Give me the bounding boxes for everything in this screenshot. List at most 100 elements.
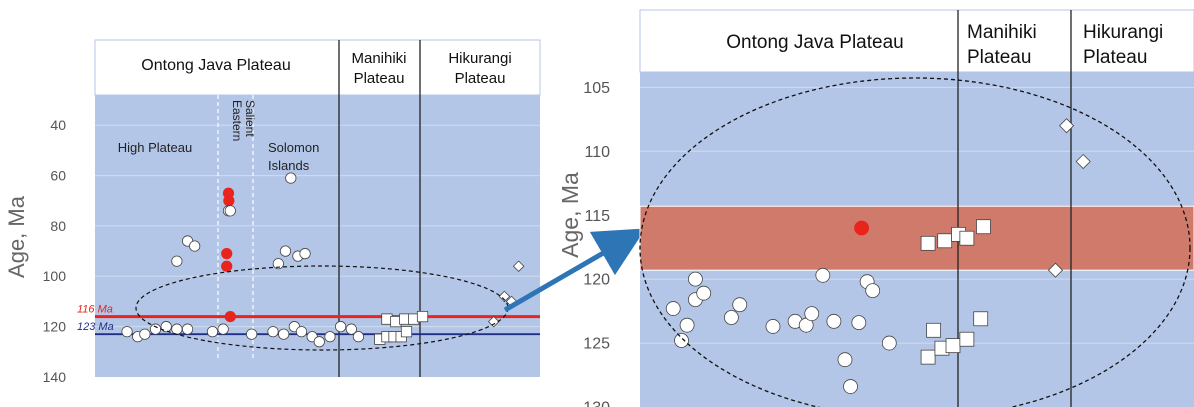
- right-y-tick-label: 105: [583, 80, 610, 97]
- left-point-circle: [352, 331, 365, 343]
- right-point-square: [959, 230, 975, 246]
- right-point-square: [920, 349, 936, 365]
- right-data-marks: [665, 118, 1091, 394]
- left-point-circle: [345, 323, 357, 335]
- right-highlight-ellipse: [639, 77, 1191, 407]
- left-y-tick-label: 80: [50, 218, 66, 234]
- connector-arrow: [503, 228, 646, 313]
- left-region-solomon-2: Islands: [268, 158, 310, 173]
- left-header-manihiki-1: Manihiki: [351, 50, 406, 67]
- right-point-circle: [854, 220, 869, 236]
- left-point-circle: [267, 326, 279, 338]
- left-point-circle: [246, 328, 258, 340]
- right-y-axis-label: Age, Ma: [557, 172, 583, 258]
- left-point-circle: [171, 255, 183, 267]
- left-y-tick-label: 140: [43, 369, 67, 385]
- right-point-circle: [881, 335, 897, 351]
- left-point-circle: [224, 205, 236, 217]
- left-y-tick-label: 120: [43, 319, 67, 335]
- left-point-circle: [221, 260, 233, 272]
- right-point-circle: [804, 306, 820, 322]
- right-point-circle: [674, 333, 689, 348]
- left-y-axis-label: Age, Ma: [4, 195, 29, 278]
- right-y-tick-label: 120: [583, 272, 610, 289]
- right-header-hikurangi-1: Hikurangi: [1083, 22, 1163, 43]
- left-point-diamond: [487, 315, 500, 328]
- right-y-tick-labels: 105 110 115 120 125 130: [583, 80, 610, 407]
- left-header-manihiki-2: Plateau: [354, 70, 405, 87]
- left-reference-label: 116 Ma: [77, 304, 113, 316]
- right-point-circle: [696, 285, 712, 301]
- right-point-circle: [732, 297, 748, 313]
- right-point-diamond: [1075, 153, 1091, 170]
- left-point-circle: [206, 326, 219, 338]
- right-y-tick-label: 115: [584, 208, 610, 225]
- right-point-square: [937, 233, 953, 249]
- right-header-manihiki-2: Plateau: [967, 47, 1031, 68]
- left-header-background: [94, 39, 541, 96]
- left-point-circle: [149, 323, 162, 335]
- right-y-tick-label: 110: [584, 144, 610, 161]
- left-region-high-plateau: High Plateau: [118, 140, 192, 155]
- right-point-circle: [724, 310, 739, 325]
- left-reference-label: 123 Ma: [77, 321, 114, 333]
- right-y-tick-label: 125: [583, 336, 610, 353]
- left-y-tick-label: 40: [50, 117, 66, 133]
- left-y-tick-label: 60: [50, 167, 66, 183]
- right-point-square: [945, 338, 961, 354]
- left-point-circle: [160, 321, 172, 333]
- left-chart: Ontong Java Plateau Manihiki Plateau Hik…: [4, 39, 541, 385]
- right-point-circle: [815, 267, 831, 283]
- left-y-axis-label-group: Age, Ma: [4, 195, 29, 278]
- left-point-circle: [121, 326, 133, 338]
- left-point-diamond: [498, 290, 511, 303]
- left-point-circle: [324, 331, 336, 343]
- left-point-circle: [299, 248, 311, 260]
- right-point-square: [976, 219, 991, 235]
- left-point-circle: [278, 328, 290, 340]
- left-data-marks: [121, 172, 525, 348]
- right-point-diamond: [1047, 262, 1064, 278]
- right-point-square: [920, 235, 936, 251]
- left-region-solomon-1: Solomon: [268, 140, 319, 155]
- right-header-ojp: Ontong Java Plateau: [726, 32, 903, 53]
- left-point-circle: [189, 240, 201, 252]
- left-header-hikurangi-2: Plateau: [455, 70, 506, 87]
- right-age-band: [639, 205, 1194, 271]
- left-point-circle: [221, 248, 233, 260]
- right-y-axis-label-group: Age, Ma: [557, 172, 583, 258]
- right-point-circle: [665, 301, 681, 316]
- right-header-background: [639, 9, 1194, 73]
- right-point-circle: [837, 352, 853, 368]
- left-header-ojp: Ontong Java Plateau: [141, 57, 290, 74]
- left-point-square: [416, 310, 429, 323]
- left-point-diamond: [512, 260, 525, 272]
- right-point-circle: [826, 313, 842, 329]
- left-point-circle: [139, 328, 151, 340]
- right-point-square: [926, 322, 942, 338]
- left-point-circle: [285, 172, 297, 184]
- right-chart: Ontong Java Plateau Manihiki Plateau Hik…: [557, 9, 1194, 407]
- left-region-eastern-salient-2: Salient: [243, 100, 257, 137]
- right-header-hikurangi-2: Plateau: [1083, 47, 1147, 68]
- left-point-circle: [223, 195, 235, 207]
- left-point-circle: [272, 258, 284, 270]
- left-point-circle: [181, 323, 194, 335]
- left-point-circle: [295, 326, 308, 338]
- right-point-diamond: [1059, 118, 1075, 134]
- right-point-circle: [765, 319, 781, 334]
- right-point-square: [973, 311, 989, 327]
- left-point-circle: [171, 323, 183, 335]
- left-point-circle: [279, 245, 292, 257]
- right-point-circle: [679, 317, 695, 333]
- left-region-eastern-salient: Eastern Salient: [230, 100, 257, 141]
- right-point-circle: [865, 283, 881, 299]
- right-point-circle: [688, 271, 703, 287]
- right-y-tick-label: 130: [583, 400, 610, 407]
- left-point-circle: [217, 323, 229, 335]
- right-header-manihiki-1: Manihiki: [967, 22, 1037, 43]
- left-point-circle: [224, 310, 236, 323]
- left-y-tick-label: 100: [43, 268, 67, 284]
- right-point-circle: [843, 379, 858, 394]
